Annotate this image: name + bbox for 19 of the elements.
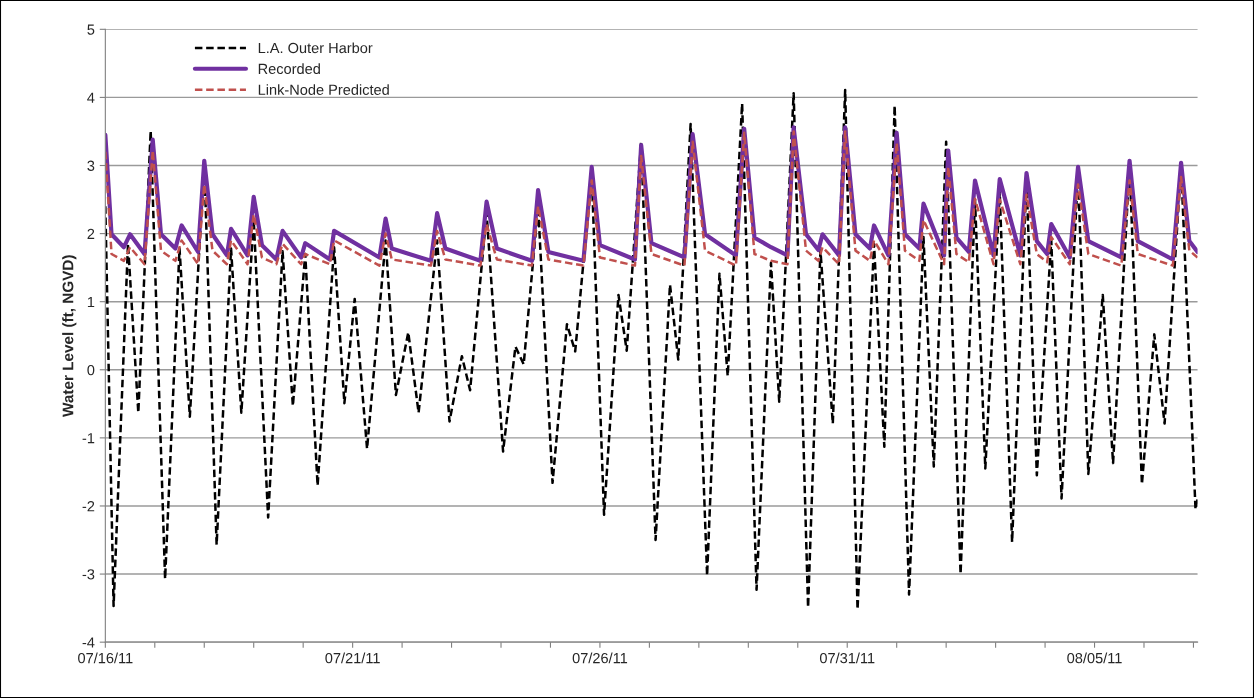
y-axis-title: Water Level (ft, NGVD) xyxy=(62,255,77,417)
y-tick-label: 2 xyxy=(87,228,95,239)
legend-label: L.A. Outer Harbor xyxy=(258,42,373,54)
y-tick-label: -3 xyxy=(82,569,95,580)
y-tick-label: 3 xyxy=(87,160,95,171)
y-tick-label: 1 xyxy=(87,296,95,307)
y-tick-label: -1 xyxy=(82,433,95,444)
y-tick-label: 5 xyxy=(87,24,95,35)
legend-label: Link-Node Predicted xyxy=(258,84,389,95)
y-tick-label: -2 xyxy=(82,501,95,512)
x-tick-label: 07/31/11 xyxy=(819,652,875,664)
x-tick-label: 07/21/11 xyxy=(325,652,380,664)
y-tick-label: 4 xyxy=(87,92,95,103)
x-tick-label: 07/26/11 xyxy=(572,652,628,664)
y-tick-label: 0 xyxy=(87,364,95,376)
legend-label: Recorded xyxy=(258,63,320,75)
y-tick-label: -4 xyxy=(82,637,95,648)
x-tick-label: 07/16/11 xyxy=(78,652,133,664)
x-tick-label: 08/05/11 xyxy=(1067,652,1122,664)
